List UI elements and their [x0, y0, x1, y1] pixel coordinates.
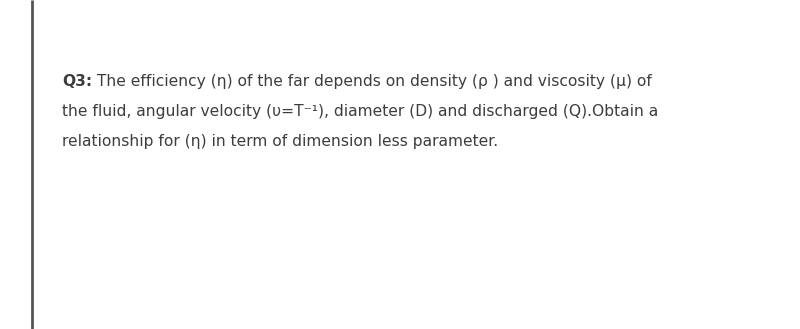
Text: The efficiency (η) of the far depends on density (ρ ) and viscosity (μ) of: The efficiency (η) of the far depends on… [92, 74, 652, 89]
Text: Q3:: Q3: [62, 74, 92, 89]
Text: relationship for (η) in term of dimension less parameter.: relationship for (η) in term of dimensio… [62, 134, 498, 149]
Text: the fluid, angular velocity (υ=T⁻¹), diameter (D) and discharged (Q).Obtain a: the fluid, angular velocity (υ=T⁻¹), dia… [62, 104, 658, 119]
